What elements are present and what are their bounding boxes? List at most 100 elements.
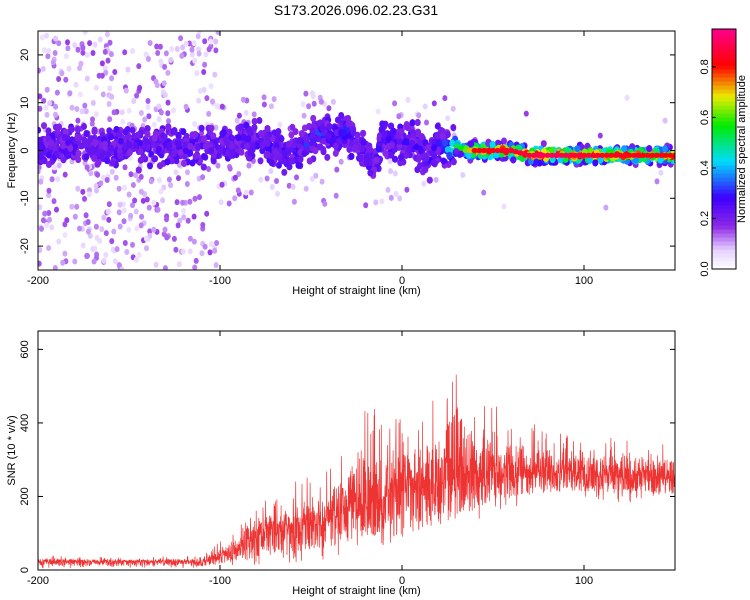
- noise-cell: [38, 247, 43, 253]
- noise-cell: [106, 216, 112, 223]
- noise-cell: [83, 108, 89, 115]
- noise-cell: [303, 90, 309, 97]
- spectral-cell: [446, 151, 453, 159]
- noise-cell: [130, 202, 135, 209]
- noise-cell: [54, 206, 59, 213]
- ridge-core-cell: [662, 152, 670, 158]
- noise-cell: [240, 96, 246, 103]
- noise-cell: [597, 132, 603, 139]
- noise-cell: [396, 113, 402, 120]
- noise-cell: [111, 109, 117, 116]
- noise-cell: [176, 261, 182, 268]
- noise-cell: [392, 100, 398, 107]
- spectral-cell: [465, 152, 472, 160]
- spectral-cell: [549, 156, 556, 164]
- noise-cell: [151, 121, 157, 128]
- noise-cell: [138, 110, 144, 116]
- spectral-cell: [170, 149, 177, 157]
- spectral-cell: [324, 153, 331, 161]
- spectral-cell: [403, 151, 410, 159]
- spectral-cell: [264, 125, 271, 133]
- spectral-cell: [175, 132, 182, 139]
- noise-cell: [158, 188, 164, 195]
- noise-cell: [93, 183, 99, 189]
- noise-cell: [116, 185, 122, 192]
- spectral-cell: [417, 162, 424, 170]
- noise-cell: [236, 112, 242, 119]
- noise-cell: [206, 46, 212, 53]
- noise-cell: [187, 198, 193, 205]
- noise-cell: [183, 40, 189, 47]
- spectral-cell: [303, 136, 310, 144]
- spectral-cell: [75, 150, 82, 158]
- noise-cell: [109, 238, 115, 245]
- noise-cell: [102, 65, 108, 72]
- noise-cell: [166, 176, 172, 183]
- noise-cell: [187, 235, 193, 242]
- noise-cell: [251, 111, 257, 118]
- noise-cell: [161, 80, 167, 87]
- noise-cell: [160, 197, 166, 204]
- spectral-cell: [388, 151, 395, 159]
- noise-cell: [121, 218, 127, 225]
- noise-cell: [179, 52, 185, 59]
- noise-cell: [72, 213, 78, 220]
- noise-cell: [80, 44, 86, 51]
- spectral-cell: [258, 130, 265, 138]
- noise-cell: [201, 69, 207, 75]
- spectral-cell: [413, 143, 420, 151]
- ridge-core-cell: [580, 152, 588, 158]
- colorbar-segment: [712, 113, 736, 118]
- ridge-core-cell: [494, 147, 501, 154]
- noise-cell: [122, 240, 128, 246]
- spectral-cell: [319, 124, 326, 132]
- spectral-cell: [397, 159, 404, 167]
- spectral-cell: [426, 176, 433, 184]
- x-tick-label: 100: [575, 275, 593, 287]
- y-tick-label: 10: [19, 97, 31, 109]
- spectral-cell: [360, 138, 367, 146]
- spectral-cell: [91, 154, 98, 162]
- noise-cell: [55, 176, 61, 183]
- noise-cell: [84, 75, 90, 82]
- noise-cell: [62, 221, 68, 228]
- noise-cell: [123, 87, 129, 94]
- spectral-cell: [332, 149, 339, 157]
- noise-cell: [181, 208, 186, 214]
- noise-cell: [523, 110, 529, 117]
- colorbar-segment: [712, 69, 736, 74]
- spectral-cell: [41, 122, 47, 130]
- spectral-cell: [268, 159, 275, 167]
- noise-cell: [164, 216, 169, 223]
- snr-panel: -200 -100 0 100 0 200 400 600 Height of straight…: [6, 330, 676, 597]
- noise-cell: [218, 199, 224, 206]
- spectral-cell: [222, 135, 229, 143]
- noise-cell: [388, 168, 394, 175]
- noise-cell: [38, 178, 44, 185]
- spectral-cell: [38, 143, 45, 151]
- noise-cell: [122, 184, 127, 191]
- noise-cell: [146, 113, 152, 120]
- colorbar-segment: [712, 65, 736, 70]
- noise-cell: [109, 168, 115, 175]
- noise-cell: [165, 99, 171, 106]
- noise-cell: [236, 171, 242, 177]
- spectral-cell: [442, 139, 449, 147]
- spectral-cell: [87, 135, 94, 143]
- noise-cell: [47, 216, 52, 223]
- noise-cell: [62, 171, 68, 178]
- noise-cell: [134, 225, 140, 232]
- colorbar-segment: [712, 117, 736, 122]
- noise-cell: [214, 103, 220, 110]
- spectral-cell: [296, 137, 303, 145]
- noise-cell: [85, 252, 90, 259]
- ridge-core-cell: [635, 152, 642, 158]
- noise-cell: [212, 247, 218, 254]
- spectral-cell: [444, 131, 451, 138]
- noise-cell: [313, 172, 319, 179]
- noise-cell: [180, 199, 186, 206]
- noise-cell: [442, 95, 448, 102]
- spectral-cell: [439, 132, 446, 140]
- noise-cell: [162, 92, 168, 98]
- spectral-cell: [415, 128, 422, 136]
